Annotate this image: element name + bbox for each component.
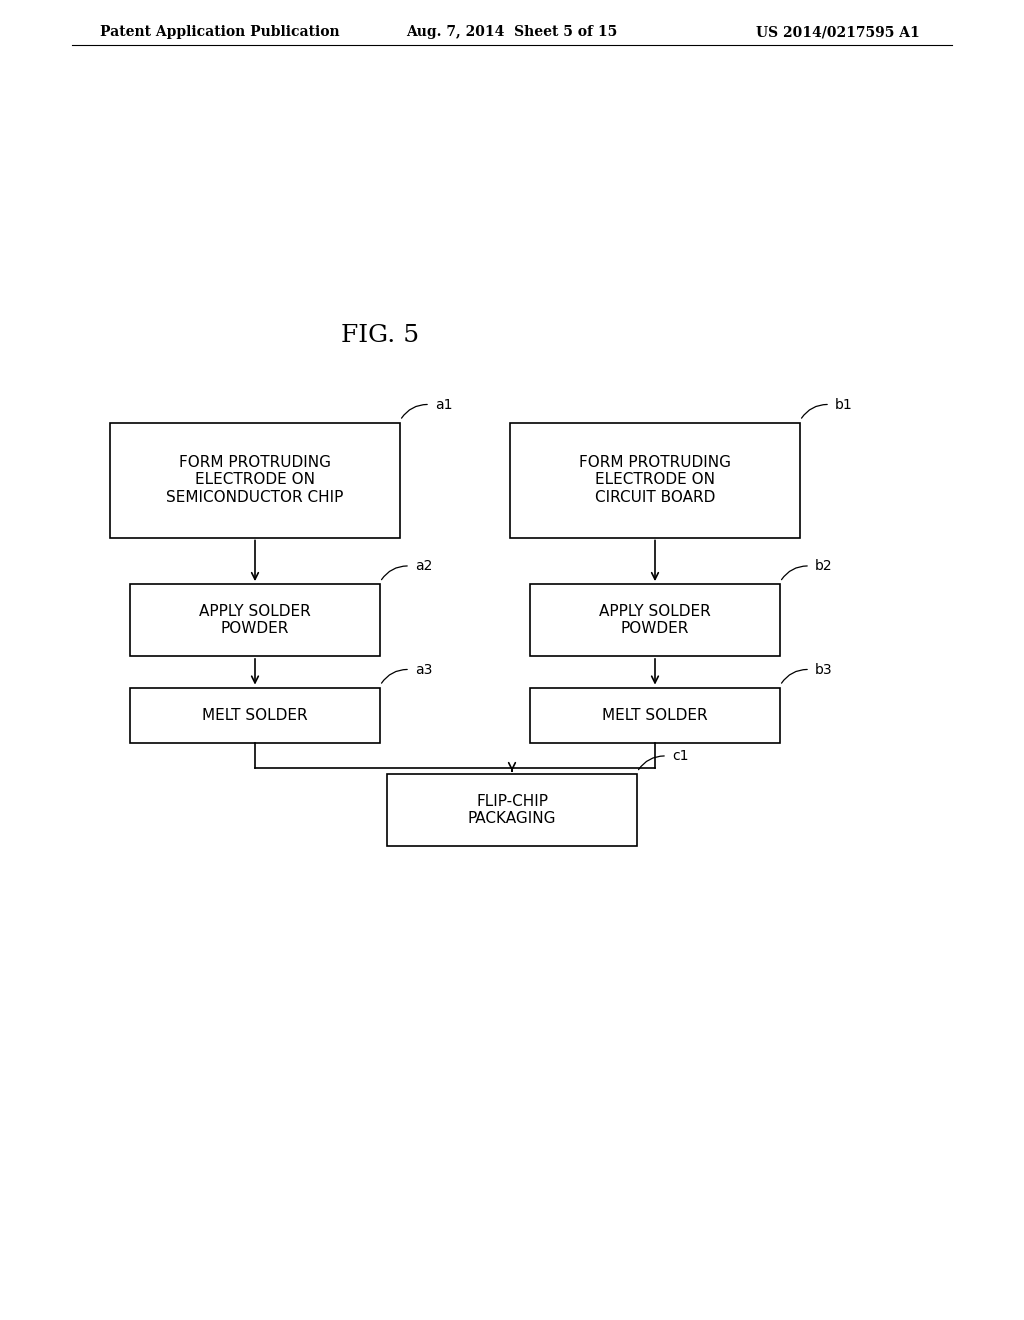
Text: b2: b2: [815, 558, 833, 573]
Text: b3: b3: [815, 663, 833, 676]
Text: APPLY SOLDER
POWDER: APPLY SOLDER POWDER: [599, 603, 711, 636]
Text: a2: a2: [415, 558, 432, 573]
Text: US 2014/0217595 A1: US 2014/0217595 A1: [757, 25, 920, 40]
Text: a3: a3: [415, 663, 432, 676]
FancyBboxPatch shape: [130, 583, 380, 656]
Text: Aug. 7, 2014  Sheet 5 of 15: Aug. 7, 2014 Sheet 5 of 15: [407, 25, 617, 40]
Text: a1: a1: [435, 397, 453, 412]
FancyBboxPatch shape: [387, 774, 637, 846]
Text: b1: b1: [835, 397, 853, 412]
FancyBboxPatch shape: [530, 688, 780, 742]
FancyBboxPatch shape: [530, 583, 780, 656]
Text: FIG. 5: FIG. 5: [341, 323, 419, 346]
Text: APPLY SOLDER
POWDER: APPLY SOLDER POWDER: [199, 603, 311, 636]
Text: FORM PROTRUDING
ELECTRODE ON
CIRCUIT BOARD: FORM PROTRUDING ELECTRODE ON CIRCUIT BOA…: [579, 455, 731, 504]
FancyBboxPatch shape: [110, 422, 400, 537]
FancyBboxPatch shape: [130, 688, 380, 742]
Text: FORM PROTRUDING
ELECTRODE ON
SEMICONDUCTOR CHIP: FORM PROTRUDING ELECTRODE ON SEMICONDUCT…: [166, 455, 344, 504]
Text: MELT SOLDER: MELT SOLDER: [202, 708, 308, 722]
Text: FLIP-CHIP
PACKAGING: FLIP-CHIP PACKAGING: [468, 793, 556, 826]
Text: MELT SOLDER: MELT SOLDER: [602, 708, 708, 722]
Text: Patent Application Publication: Patent Application Publication: [100, 25, 340, 40]
FancyBboxPatch shape: [510, 422, 800, 537]
Text: c1: c1: [672, 748, 688, 763]
